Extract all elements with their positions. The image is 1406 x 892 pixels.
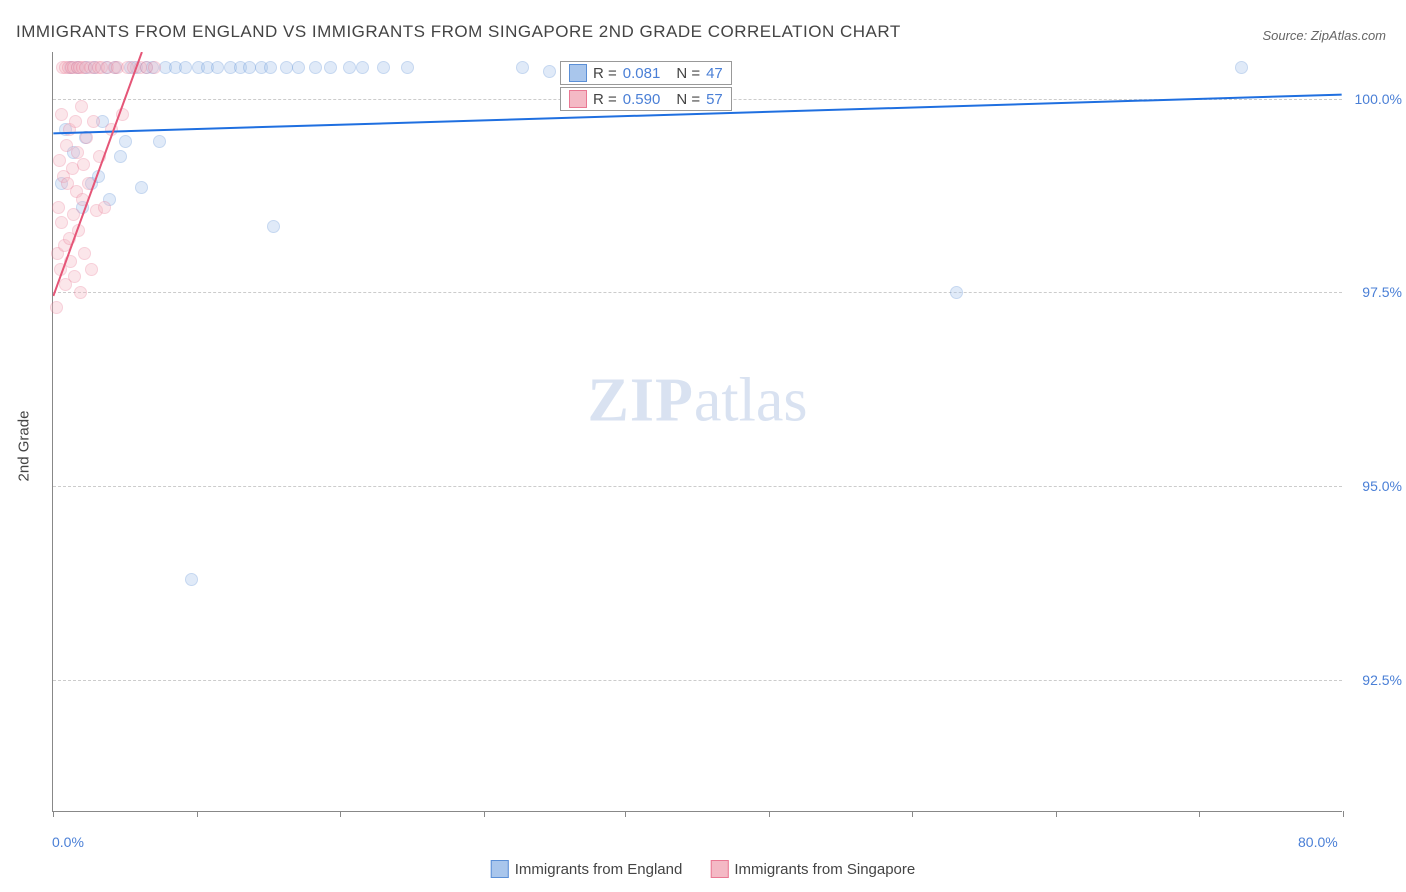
scatter-point-singapore (80, 131, 93, 144)
swatch-singapore-icon (569, 90, 587, 108)
legend: Immigrants from England Immigrants from … (491, 860, 915, 878)
gridline (53, 486, 1342, 487)
scatter-point-england (309, 61, 322, 74)
scatter-point-singapore (50, 301, 63, 314)
x-axis-min-label: 0.0% (52, 834, 84, 850)
y-tick-label: 100.0% (1355, 91, 1402, 107)
x-tick (1056, 811, 1057, 817)
scatter-point-england (179, 61, 192, 74)
y-tick-label: 92.5% (1362, 672, 1402, 688)
n-label: N = (676, 65, 700, 82)
gridline (53, 292, 1342, 293)
chart-container: IMMIGRANTS FROM ENGLAND VS IMMIGRANTS FR… (0, 0, 1406, 892)
gridline (53, 680, 1342, 681)
scatter-point-singapore (78, 247, 91, 260)
scatter-point-england (211, 61, 224, 74)
scatter-point-singapore (85, 263, 98, 276)
scatter-point-singapore (68, 270, 81, 283)
x-tick (53, 811, 54, 817)
scatter-point-singapore (148, 61, 161, 74)
scatter-point-singapore (74, 286, 87, 299)
n-value-singapore: 57 (706, 91, 723, 108)
stats-box-england: R = 0.081 N = 47 (560, 61, 732, 85)
scatter-point-singapore (67, 208, 80, 221)
scatter-point-england (264, 61, 277, 74)
x-tick (340, 811, 341, 817)
y-tick-label: 95.0% (1362, 478, 1402, 494)
trend-lines (53, 52, 1342, 811)
scatter-point-england (950, 286, 963, 299)
scatter-point-singapore (93, 150, 106, 163)
scatter-point-england (356, 61, 369, 74)
x-tick (625, 811, 626, 817)
x-axis-max-label: 80.0% (1298, 834, 1338, 850)
x-tick (769, 811, 770, 817)
scatter-point-singapore (77, 158, 90, 171)
scatter-point-england (153, 135, 166, 148)
swatch-england-icon (569, 64, 587, 82)
scatter-point-england (1235, 61, 1248, 74)
plot-area: ZIPatlas 92.5%95.0%97.5%100.0% (52, 52, 1342, 812)
legend-label-england: Immigrants from England (515, 861, 683, 878)
x-tick (197, 811, 198, 817)
r-value-england: 0.081 (623, 65, 661, 82)
x-tick (1199, 811, 1200, 817)
scatter-point-england (185, 573, 198, 586)
x-tick (912, 811, 913, 817)
scatter-point-england (343, 61, 356, 74)
y-axis-label: 2nd Grade (16, 411, 33, 482)
scatter-point-england (114, 150, 127, 163)
scatter-point-singapore (55, 216, 68, 229)
scatter-point-singapore (105, 123, 118, 136)
scatter-point-singapore (98, 201, 111, 214)
swatch-singapore-icon (710, 860, 728, 878)
scatter-point-england (543, 65, 556, 78)
y-tick-label: 97.5% (1362, 284, 1402, 300)
chart-title: IMMIGRANTS FROM ENGLAND VS IMMIGRANTS FR… (16, 22, 901, 42)
scatter-point-singapore (76, 193, 89, 206)
scatter-point-england (135, 181, 148, 194)
legend-item-singapore: Immigrants from Singapore (710, 860, 915, 878)
scatter-point-singapore (69, 115, 82, 128)
scatter-point-england (377, 61, 390, 74)
scatter-point-singapore (72, 224, 85, 237)
scatter-point-england (119, 135, 132, 148)
scatter-point-singapore (55, 108, 68, 121)
legend-label-singapore: Immigrants from Singapore (734, 861, 915, 878)
x-tick (484, 811, 485, 817)
scatter-point-england (516, 61, 529, 74)
source-label: Source: ZipAtlas.com (1262, 28, 1386, 43)
watermark: ZIPatlas (588, 366, 808, 437)
swatch-england-icon (491, 860, 509, 878)
scatter-point-england (267, 220, 280, 233)
stats-box-singapore: R = 0.590 N = 57 (560, 87, 732, 111)
scatter-point-singapore (52, 201, 65, 214)
r-label: R = (593, 65, 617, 82)
r-value-singapore: 0.590 (623, 91, 661, 108)
n-value-england: 47 (706, 65, 723, 82)
scatter-point-singapore (64, 255, 77, 268)
scatter-point-england (401, 61, 414, 74)
r-label: R = (593, 91, 617, 108)
scatter-point-singapore (53, 154, 66, 167)
legend-item-england: Immigrants from England (491, 860, 683, 878)
scatter-point-singapore (116, 108, 129, 121)
n-label: N = (676, 91, 700, 108)
scatter-point-england (292, 61, 305, 74)
scatter-point-england (324, 61, 337, 74)
x-tick (1343, 811, 1344, 817)
scatter-point-singapore (75, 100, 88, 113)
